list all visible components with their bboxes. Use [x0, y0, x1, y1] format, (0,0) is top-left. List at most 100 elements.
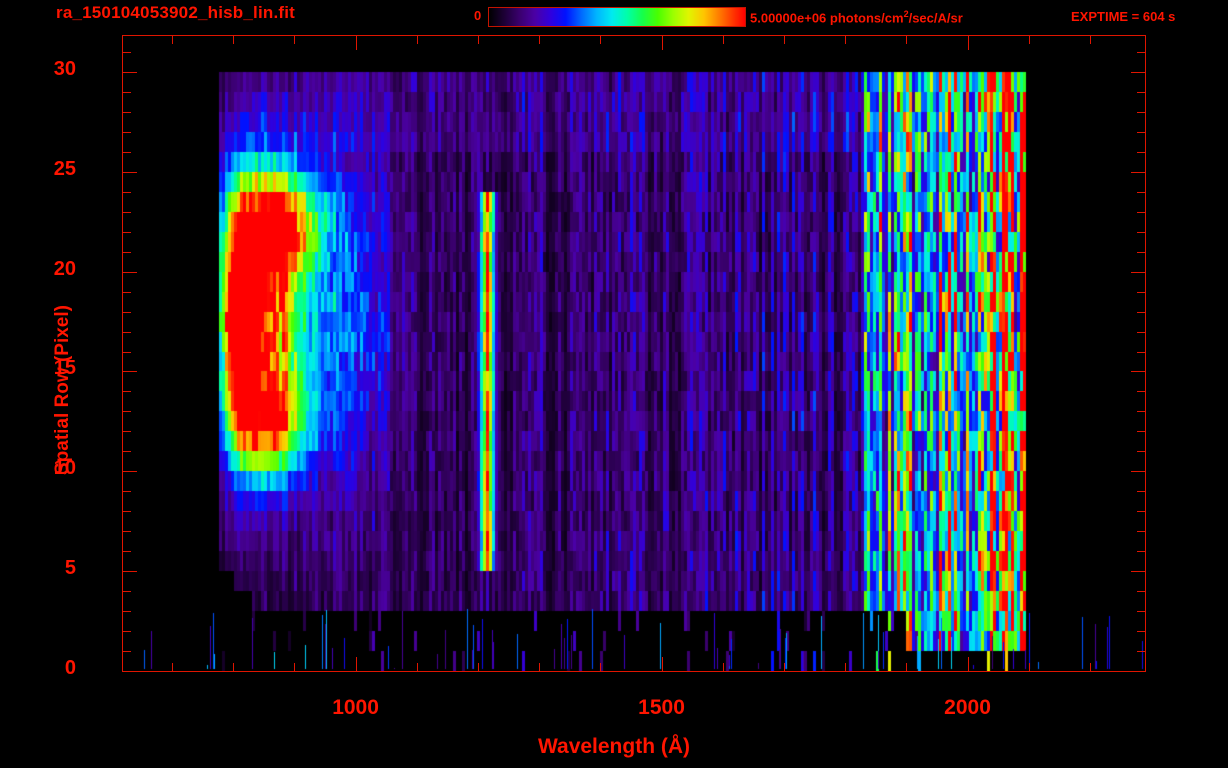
x-major-tick	[661, 657, 663, 671]
x-minor-tick	[416, 663, 418, 671]
y-minor-tick	[123, 531, 131, 533]
y-minor-tick-right	[1137, 211, 1145, 213]
x-major-tick	[355, 657, 357, 671]
x-minor-tick-top	[416, 36, 418, 44]
y-minor-tick-right	[1137, 331, 1145, 333]
y-minor-tick	[123, 331, 131, 333]
y-minor-tick	[123, 611, 131, 613]
x-minor-tick	[233, 663, 235, 671]
y-minor-tick-right	[1137, 131, 1145, 133]
y-major-tick	[123, 471, 137, 473]
y-minor-tick-right	[1137, 151, 1145, 153]
y-minor-tick	[123, 91, 131, 93]
y-major-tick	[123, 271, 137, 273]
y-minor-tick-right	[1137, 51, 1145, 53]
x-major-tick-top	[355, 36, 357, 50]
x-minor-tick	[845, 663, 847, 671]
y-minor-tick-right	[1137, 91, 1145, 93]
y-minor-tick-right	[1137, 451, 1145, 453]
y-major-tick-right	[1131, 171, 1145, 173]
y-tick-label: 25	[53, 157, 76, 180]
y-minor-tick	[123, 111, 131, 113]
x-major-tick-top	[967, 36, 969, 50]
colorbar-max-exponent: 2	[903, 9, 909, 19]
x-major-tick	[967, 657, 969, 671]
y-axis-label: Spatial Row (Pixel)	[52, 305, 73, 475]
y-minor-tick-right	[1137, 611, 1145, 613]
file-title: ra_150104053902_hisb_lin.fit	[56, 3, 296, 22]
colorbar-gradient	[488, 7, 746, 27]
x-minor-tick	[477, 663, 479, 671]
x-minor-tick-top	[539, 36, 541, 44]
x-minor-tick-top	[233, 36, 235, 44]
y-minor-tick-right	[1137, 651, 1145, 653]
y-minor-tick-right	[1137, 491, 1145, 493]
y-major-tick-right	[1131, 271, 1145, 273]
colorbar-max-label: 5.00000e+06 photons/cm2/sec/A/sr	[750, 9, 963, 25]
x-minor-tick-top	[783, 36, 785, 44]
y-tick-label: 10	[53, 457, 76, 480]
x-minor-tick	[906, 663, 908, 671]
y-minor-tick-right	[1137, 511, 1145, 513]
exptime-label: EXPTIME = 604 s	[1071, 9, 1176, 24]
x-minor-tick-top	[1089, 36, 1091, 44]
x-minor-tick-top	[477, 36, 479, 44]
colorbar-min-label: 0	[474, 8, 482, 23]
y-minor-tick	[123, 431, 131, 433]
x-minor-tick-top	[600, 36, 602, 44]
x-minor-tick-top	[171, 36, 173, 44]
y-minor-tick-right	[1137, 551, 1145, 553]
x-minor-tick	[722, 663, 724, 671]
x-minor-tick-top	[294, 36, 296, 44]
y-tick-label: 15	[53, 357, 76, 380]
plot-image-area	[123, 36, 1145, 671]
y-minor-tick-right	[1137, 391, 1145, 393]
y-major-tick	[123, 71, 137, 73]
y-minor-tick	[123, 451, 131, 453]
y-major-tick	[123, 371, 137, 373]
y-minor-tick	[123, 191, 131, 193]
y-major-tick	[123, 171, 137, 173]
x-minor-tick	[539, 663, 541, 671]
y-minor-tick	[123, 51, 131, 53]
y-minor-tick-right	[1137, 351, 1145, 353]
y-minor-tick-right	[1137, 591, 1145, 593]
y-minor-tick	[123, 651, 131, 653]
x-minor-tick-top	[845, 36, 847, 44]
x-minor-tick	[783, 663, 785, 671]
y-minor-tick	[123, 551, 131, 553]
plot-frame	[122, 35, 1146, 672]
y-minor-tick-right	[1137, 111, 1145, 113]
y-minor-tick-right	[1137, 291, 1145, 293]
x-tick-label: 1000	[332, 696, 379, 719]
y-minor-tick	[123, 591, 131, 593]
y-minor-tick-right	[1137, 411, 1145, 413]
colorbar-max-value: 5.00000e+06 photons/cm	[750, 10, 904, 26]
y-tick-label: 20	[53, 257, 76, 280]
x-minor-tick-top	[906, 36, 908, 44]
y-major-tick	[123, 671, 137, 672]
y-minor-tick	[123, 411, 131, 413]
y-minor-tick	[123, 251, 131, 253]
x-tick-label: 1500	[638, 696, 685, 719]
y-minor-tick-right	[1137, 311, 1145, 313]
y-minor-tick-right	[1137, 191, 1145, 193]
y-minor-tick-right	[1137, 431, 1145, 433]
y-major-tick-right	[1131, 71, 1145, 73]
x-minor-tick	[1089, 663, 1091, 671]
y-minor-tick	[123, 311, 131, 313]
y-tick-label: 0	[64, 657, 76, 679]
y-minor-tick-right	[1137, 531, 1145, 533]
x-minor-tick	[171, 663, 173, 671]
y-minor-tick-right	[1137, 231, 1145, 233]
colorbar-max-units-tail: /sec/A/sr	[908, 10, 963, 26]
y-minor-tick-right	[1137, 631, 1145, 633]
x-minor-tick	[1028, 663, 1030, 671]
y-major-tick	[123, 571, 137, 573]
y-minor-tick-right	[1137, 251, 1145, 253]
y-minor-tick	[123, 391, 131, 393]
y-tick-label: 30	[53, 57, 76, 80]
y-minor-tick	[123, 491, 131, 493]
x-major-tick-top	[661, 36, 663, 50]
